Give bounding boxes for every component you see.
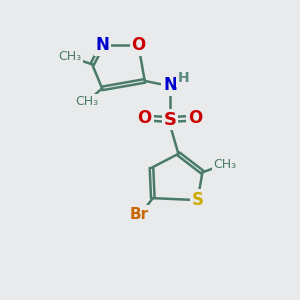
Text: N: N xyxy=(163,76,177,94)
Text: H: H xyxy=(178,71,189,85)
Text: O: O xyxy=(188,109,202,127)
Text: CH₃: CH₃ xyxy=(213,158,236,171)
Text: O: O xyxy=(138,109,152,127)
Text: Br: Br xyxy=(130,207,149,222)
Text: S: S xyxy=(164,110,176,128)
Text: N: N xyxy=(95,36,109,54)
Text: S: S xyxy=(192,191,204,209)
Text: CH₃: CH₃ xyxy=(58,50,81,63)
Text: O: O xyxy=(131,36,146,54)
Text: CH₃: CH₃ xyxy=(76,95,99,108)
